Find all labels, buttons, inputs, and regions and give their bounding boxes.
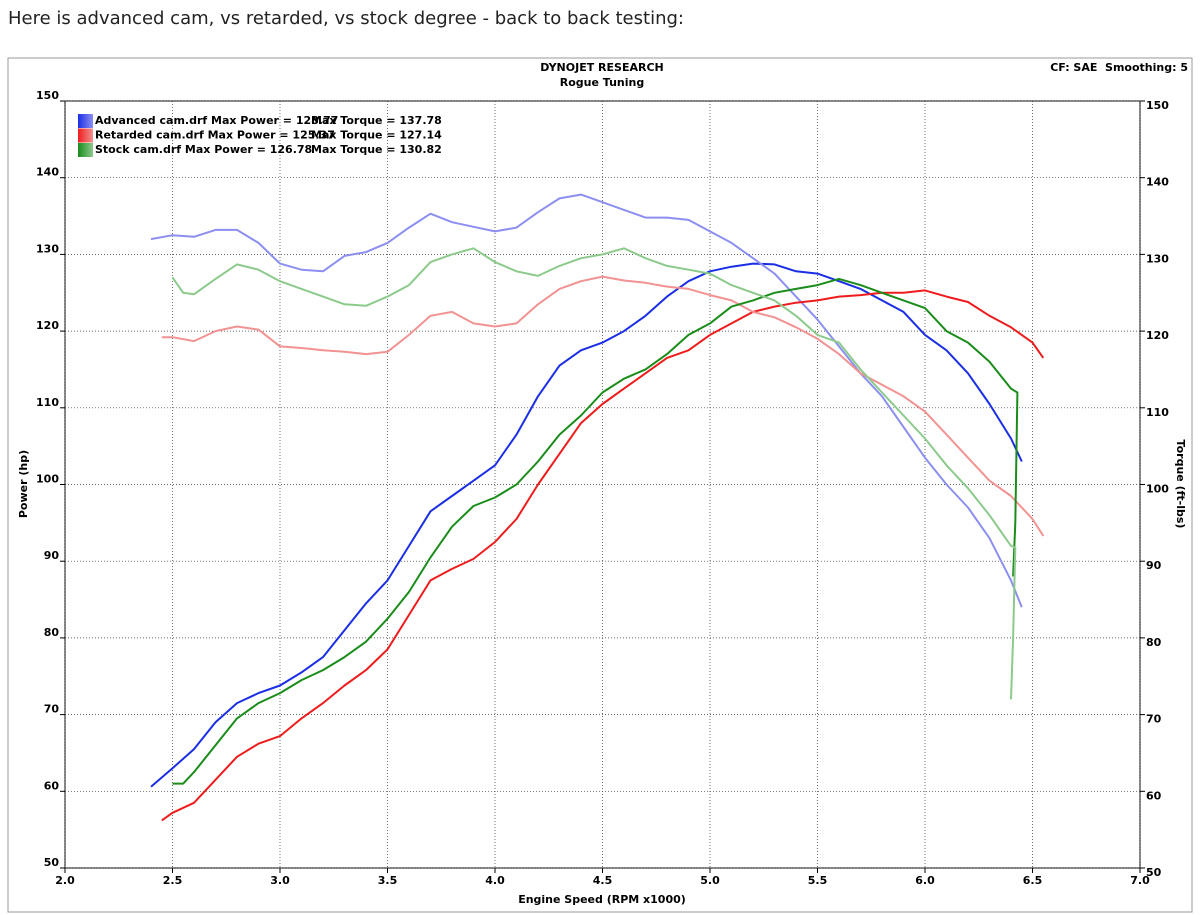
y-tick-label: 150: [36, 89, 59, 102]
x-tick-label: 4.0: [485, 874, 505, 887]
post-text: Here is advanced cam, vs retarded, vs st…: [8, 8, 684, 29]
y2-tick-label: 150: [1146, 99, 1169, 112]
chart-subtitle: Rogue Tuning: [560, 76, 644, 89]
x-tick-label: 6.5: [1023, 874, 1043, 887]
series-line: [161, 275, 1045, 537]
y2-tick-label: 110: [1146, 406, 1169, 419]
y-tick-label: 140: [36, 166, 59, 179]
x-tick-label: 2.5: [163, 874, 183, 887]
legend-label: Stock cam.drf Max Power = 126.78: [95, 143, 312, 156]
legend-label: Max Torque = 130.82: [311, 143, 442, 156]
y2-axis-label: Torque (ft-lbs): [1174, 440, 1187, 529]
y-tick-label: 90: [44, 549, 60, 562]
y2-tick-label: 50: [1146, 866, 1162, 879]
x-tick-label: 7.0: [1130, 874, 1150, 887]
legend-label: Max Torque = 127.14: [311, 129, 442, 142]
y2-tick-label: 60: [1146, 789, 1162, 802]
x-tick-label: 5.0: [700, 874, 720, 887]
y-tick-label: 100: [36, 473, 59, 486]
chart-title: DYNOJET RESEARCH: [540, 61, 663, 74]
legend-label: Max Torque = 137.78: [311, 114, 442, 127]
y2-tick-label: 100: [1146, 483, 1169, 496]
y2-tick-label: 140: [1146, 176, 1169, 189]
chart-frame: [7, 57, 1193, 913]
x-axis-label: Engine Speed (RPM x1000): [518, 893, 686, 906]
annotation: CF: SAE Smoothing: 5: [1050, 61, 1188, 74]
legend-swatch: [78, 143, 93, 157]
x-tick-label: 4.5: [593, 874, 613, 887]
y2-tick-label: 80: [1146, 636, 1162, 649]
legend-label: Advanced cam.drf Max Power = 128.77: [95, 114, 338, 127]
series-line: [172, 277, 1019, 785]
y2-tick-label: 90: [1146, 559, 1162, 572]
y2-tick-label: 130: [1146, 252, 1169, 265]
legend-swatch: [78, 114, 93, 128]
y-tick-label: 120: [36, 319, 59, 332]
x-tick-label: 3.5: [378, 874, 398, 887]
x-tick-label: 3.0: [270, 874, 290, 887]
series-line: [161, 289, 1045, 822]
y-tick-label: 110: [36, 396, 59, 409]
x-tick-label: 2.0: [55, 874, 75, 887]
x-tick-label: 5.5: [808, 874, 828, 887]
legend-label: Retarded cam.drf Max Power = 125.37: [95, 129, 335, 142]
series-line: [150, 262, 1023, 788]
y-tick-label: 60: [44, 779, 60, 792]
y-tick-label: 80: [44, 626, 60, 639]
y-tick-label: 70: [44, 703, 60, 716]
y-tick-label: 50: [44, 856, 60, 869]
y2-tick-label: 70: [1146, 713, 1162, 726]
series-line: [150, 193, 1023, 608]
y-tick-label: 130: [36, 242, 59, 255]
y-axis-label: Power (hp): [17, 450, 30, 518]
legend-swatch: [78, 128, 93, 143]
series-line: [171, 247, 1017, 700]
y2-tick-label: 120: [1146, 329, 1169, 342]
x-tick-label: 6.0: [915, 874, 935, 887]
